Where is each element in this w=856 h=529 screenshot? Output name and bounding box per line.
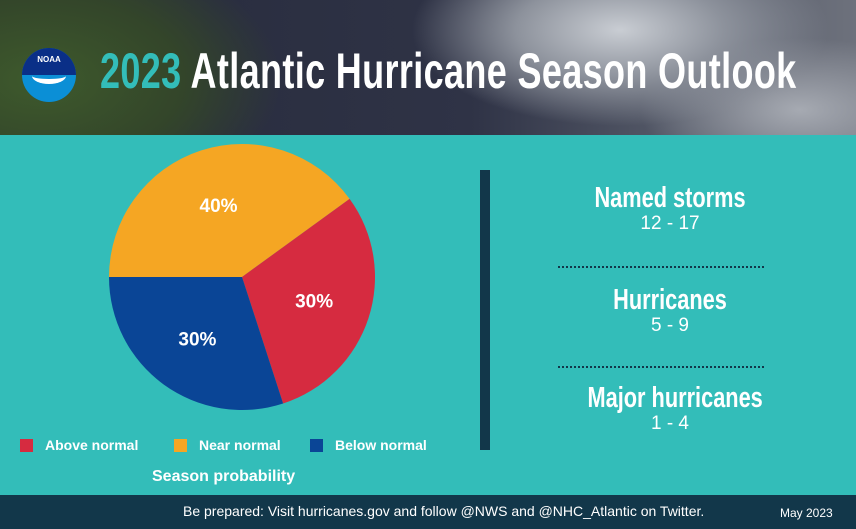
legend-swatch [310,438,323,452]
pie-data-label: 40% [200,196,238,217]
pie-slice-above-normal [242,198,375,404]
stat-value: 12 - 17 [640,213,700,234]
legend-above-normal: Above normal [20,437,138,453]
logo-text: NOAA [37,55,61,64]
stat-major-hurricanes: Major hurricanes 1 - 4 [560,382,780,435]
pie-slice-near-normal [109,143,350,277]
legend-near-normal: Near normal [174,437,281,453]
divider [480,170,490,450]
pie-slice-below-normal [109,277,284,410]
chart-title: Season probability [152,468,296,485]
stat-value: 1 - 4 [650,413,690,434]
bird-icon [32,68,66,84]
page-title: 2023 Atlantic Hurricane Season Outlook [100,42,797,100]
dotted-separator [558,266,764,268]
footer-message: Be prepared: Visit hurricanes.gov and fo… [183,503,705,519]
title-year: 2023 [100,43,182,99]
pie-data-label: 30% [178,329,216,350]
dotted-separator [558,366,764,368]
stat-label: Named storms [594,182,746,214]
footer: Be prepared: Visit hurricanes.gov and fo… [0,495,856,529]
legend-label: Above normal [45,437,139,453]
pie-chart: 40% 30% 30% [109,143,375,410]
stat-hurricanes: Hurricanes 5 - 9 [560,284,780,337]
stat-label: Major hurricanes [587,382,763,414]
legend-swatch [174,438,187,452]
title-text: Atlantic Hurricane Season Outlook [181,43,797,99]
legend-below-normal: Below normal [310,437,427,453]
noaa-logo: NOAA [22,48,76,102]
stat-value: 5 - 9 [650,315,690,336]
header-banner: NOAA 2023 Atlantic Hurricane Season Outl… [0,0,856,135]
stat-label: Hurricanes [613,284,727,316]
footer-date: May 2023 [780,506,833,520]
legend-label: Below normal [335,437,427,453]
pie-data-label: 30% [295,291,333,312]
legend-label: Near normal [199,437,281,453]
stat-named-storms: Named storms 12 - 17 [560,182,780,235]
legend-swatch [20,438,33,452]
